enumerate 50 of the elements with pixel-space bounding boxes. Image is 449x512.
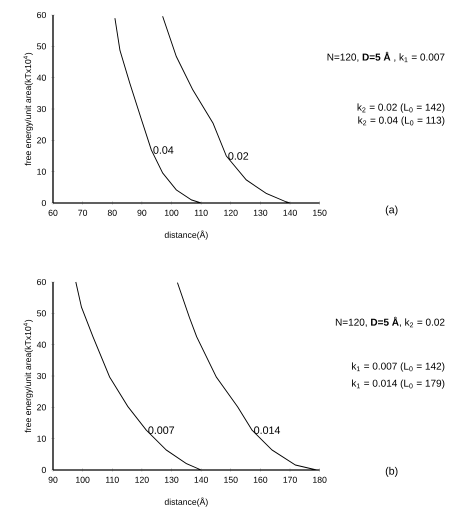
y-tick-label: 60: [37, 12, 46, 18]
text: k$_{1}$ = 0.014 (L$_{0}$ = 179): [352, 379, 444, 389]
series-label: 0.04: [153, 146, 174, 154]
y-tick-label: 30: [36, 106, 46, 112]
x-tick-label: 80: [108, 210, 117, 216]
y-tick-label: 40: [36, 74, 46, 81]
text: (a): [386, 206, 398, 216]
text: N=120, D=5 Å, k$_{2}$ = 0.02: [336, 316, 444, 328]
x-tick-label: 100: [164, 210, 178, 216]
y-tick-label: 10: [37, 168, 46, 175]
y-tick-label: 0: [42, 200, 46, 206]
text: k$_{1}$ = 0.007 (L$_{0}$ = 142): [352, 362, 444, 372]
y-tick-label: 60: [37, 278, 46, 286]
series-label: 0.02: [228, 152, 248, 160]
y-tick-label: 0: [42, 466, 46, 474]
y-tick-label: 50: [37, 310, 46, 316]
text: k$_{2}$ = 0.04 (L$_{0}$ = 113): [358, 116, 444, 126]
x-axis-title: distance(Å): [164, 497, 208, 507]
x-tick-label: 170: [283, 476, 297, 483]
x-tick-label: 150: [313, 210, 327, 216]
x-tick-label: 120: [135, 476, 149, 483]
text: (b): [386, 466, 398, 477]
x-tick-label: 120: [224, 210, 238, 216]
x-tick-label: 110: [194, 210, 208, 216]
y-axis-title: free energy/unit area(kTx10$^{4}$): [23, 52, 33, 166]
x-tick-label: 160: [254, 476, 268, 483]
x-tick-label: 100: [76, 476, 90, 483]
x-tick-label: 140: [194, 476, 208, 483]
x-tick-label: 90: [48, 476, 58, 483]
text: N=120, D=5 Å , k$_{1}$ = 0.007: [328, 52, 444, 62]
y-tick-label: 20: [37, 404, 46, 410]
x-tick-label: 110: [106, 476, 119, 483]
x-tick-label: 150: [224, 476, 238, 483]
y-tick-label: 50: [37, 43, 46, 50]
x-tick-label: 140: [283, 210, 297, 216]
series-label: 0.007: [148, 426, 174, 434]
text: k$_{2}$ = 0.02 (L$_{0}$ = 142): [358, 103, 444, 113]
series-label: 0.014: [254, 426, 280, 434]
y-tick-label: 10: [37, 436, 46, 442]
y-axis-title: free energy/unit area(kTx10$^{4}$): [23, 320, 33, 433]
y-tick-label: 30: [36, 372, 46, 380]
x-tick-label: 180: [313, 476, 327, 483]
x-tick-label: 90: [137, 210, 146, 216]
x-axis-title: distance(Å): [164, 230, 208, 240]
x-tick-label: 130: [164, 476, 178, 483]
x-tick-label: 70: [78, 210, 88, 216]
x-tick-label: 60: [48, 210, 58, 216]
y-tick-label: 20: [37, 137, 46, 144]
x-tick-label: 130: [254, 210, 268, 216]
y-tick-label: 40: [36, 342, 46, 348]
